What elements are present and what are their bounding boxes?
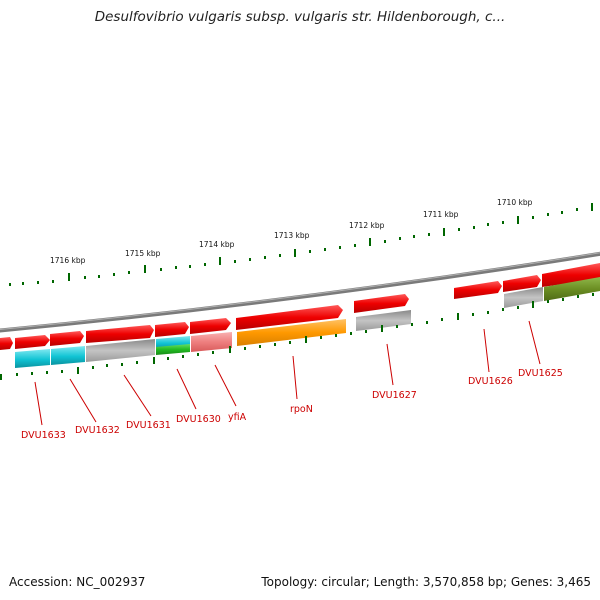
ruler-label: 1712 kbp [349,221,385,230]
feature-block-cyan[interactable] [15,349,50,368]
feature-track [15,277,600,368]
ruler-label: 1713 kbp [274,231,310,240]
outer-ruler-major-ticks [68,203,593,281]
gene-label[interactable]: DVU1631 [126,420,171,431]
feature-block-olive[interactable] [544,277,600,301]
gene-label[interactable]: yfiA [228,412,247,423]
map-title: Desulfovibrio vulgaris subsp. vulgaris s… [94,9,506,25]
genome-backbone [0,251,600,333]
feature-block-cyan[interactable] [51,346,85,365]
outer-ruler: 1716 kbp 1715 kbp 1714 kbp 1713 kbp 1712… [9,198,593,286]
gene-label[interactable]: rpoN [290,404,313,415]
gene-arrow[interactable] [454,281,502,299]
genome-summary-text: Topology: circular; Length: 3,570,858 bp… [261,575,591,589]
gene-label[interactable]: DVU1633 [21,430,66,441]
gene-arrow[interactable] [86,325,154,343]
ruler-label: 1714 kbp [199,240,235,249]
gene-arrow[interactable] [236,305,343,330]
gene-arrow[interactable] [0,337,13,350]
ruler-label: 1710 kbp [497,198,533,207]
feature-block-gray[interactable] [356,310,411,331]
gene-arrow[interactable] [155,322,189,337]
outer-ruler-dots [9,208,578,286]
gene-labels: DVU1633 DVU1632 DVU1631 DVU1630 yfiA rpo… [21,368,563,441]
accession-text: Accession: NC_002937 [9,575,146,589]
gene-label[interactable]: DVU1627 [372,390,417,401]
gene-arrow[interactable] [190,318,231,334]
forward-strand-genes [0,263,600,350]
gene-label[interactable]: DVU1625 [518,368,563,379]
inner-ruler [0,293,594,380]
feature-block-green[interactable] [156,344,190,355]
gene-label[interactable]: DVU1626 [468,376,513,387]
feature-block-pink[interactable] [191,332,232,352]
ruler-label: 1715 kbp [125,249,161,258]
gene-label[interactable]: DVU1630 [176,414,221,425]
genome-backbone-highlight [0,252,600,331]
label-leader-lines [34,320,541,426]
gene-arrow[interactable] [354,294,409,313]
gene-arrow[interactable] [503,275,541,292]
ruler-label: 1711 kbp [423,210,459,219]
outer-ruler-labels: 1716 kbp 1715 kbp 1714 kbp 1713 kbp 1712… [50,198,533,265]
feature-block-orange[interactable] [237,319,346,346]
feature-block-gray[interactable] [86,339,155,362]
gene-arrow[interactable] [15,335,50,349]
gene-label[interactable]: DVU1632 [75,425,120,436]
ruler-label: 1716 kbp [50,256,86,265]
gene-arrow[interactable] [50,331,84,346]
